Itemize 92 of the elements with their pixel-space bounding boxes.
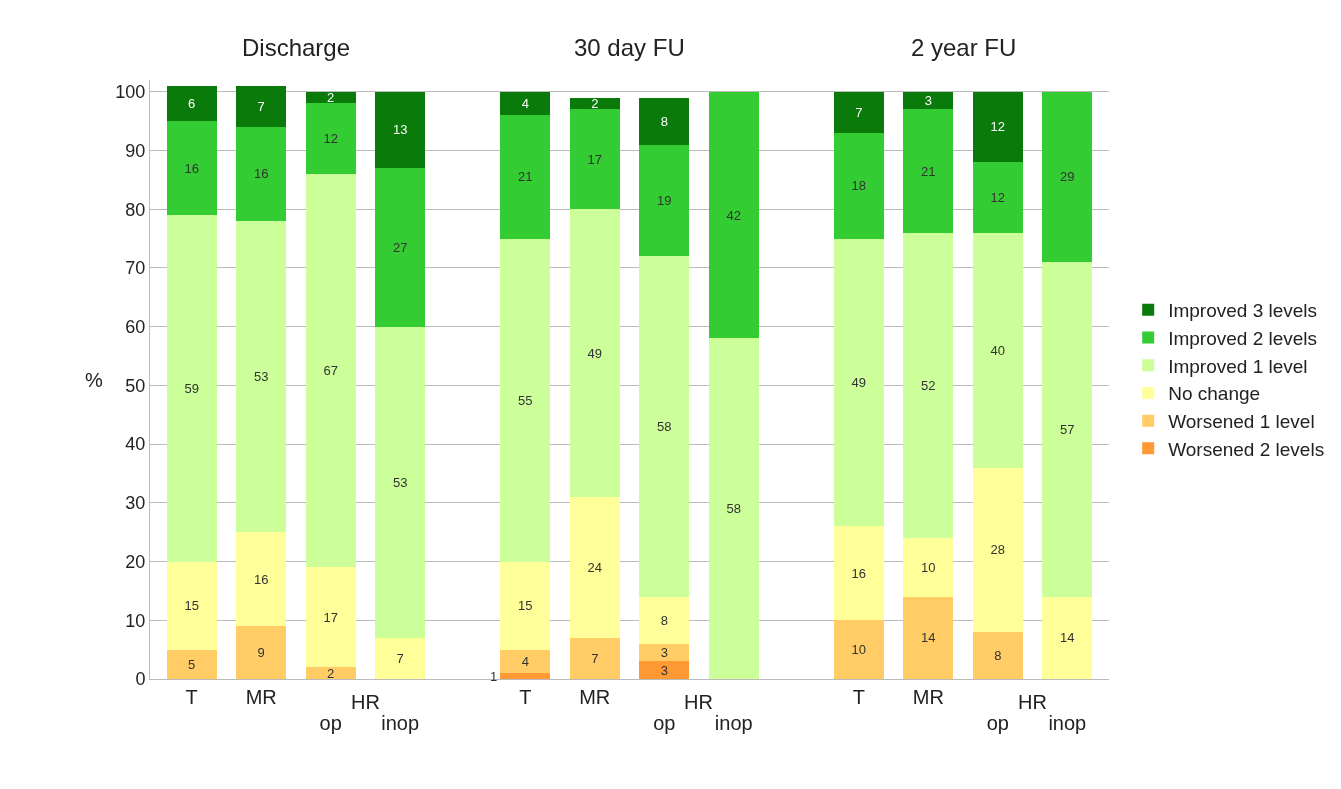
x-tick-label: inop [381, 712, 420, 734]
y-tick-label: 30 [125, 493, 146, 514]
text: HR [351, 691, 380, 713]
data-label: 12 [323, 131, 338, 147]
data-label: 3 [924, 93, 932, 109]
text: 2 year FU [911, 34, 1017, 61]
data-label: 7 [591, 650, 599, 666]
data-label: 24 [587, 559, 602, 575]
legend-label: Worsened 1 level [1168, 411, 1315, 433]
x-tick-label: T [852, 686, 865, 708]
data-label: 12 [990, 189, 1006, 205]
data-label: 59 [184, 380, 199, 396]
data-label: 18 [851, 178, 867, 194]
x-tick-label: inop [1048, 712, 1087, 734]
data-label: 49 [587, 345, 602, 361]
legend-label: No change [1168, 383, 1261, 405]
data-label: 8 [660, 612, 668, 628]
y-axis-title: % [85, 369, 103, 391]
data-label: 10 [851, 642, 867, 658]
data-label: 49 [851, 374, 867, 390]
data-label: 28 [990, 542, 1006, 558]
x-tick-label: op [986, 712, 1009, 734]
data-label: 4 [521, 653, 529, 669]
data-label: 7 [396, 650, 404, 666]
y-tick-label: 50 [125, 375, 146, 396]
data-label: 52 [921, 377, 936, 393]
data-label: 2 [591, 95, 599, 111]
legend-label: Improved 2 levels [1168, 327, 1318, 349]
data-label: 55 [518, 392, 533, 408]
data-label: 1 [490, 669, 498, 684]
data-label: 7 [855, 104, 863, 120]
legend-label: Improved 3 levels [1168, 300, 1318, 322]
data-label: 21 [518, 169, 533, 185]
data-label: 57 [1060, 421, 1075, 437]
data-label: 53 [253, 369, 269, 385]
text: HR [1018, 691, 1047, 713]
y-tick-label: 100 [115, 82, 146, 103]
data-label: 8 [660, 113, 668, 129]
data-label: 29 [1060, 169, 1075, 185]
data-label: 3 [660, 662, 668, 678]
data-label: 17 [323, 609, 338, 625]
data-label: 6 [188, 95, 196, 111]
data-label: 3 [660, 645, 668, 661]
data-label: 8 [994, 648, 1002, 664]
data-label: 27 [392, 239, 408, 255]
y-tick-label: 20 [125, 551, 146, 572]
data-label: 17 [587, 151, 602, 167]
data-label: 14 [921, 630, 936, 646]
data-label: 5 [188, 656, 196, 672]
x-tick-label: inop [714, 712, 753, 734]
data-label: 53 [392, 474, 408, 490]
text: Discharge [242, 34, 351, 61]
data-label: 58 [657, 418, 672, 434]
y-tick-label: 10 [125, 610, 146, 631]
data-label: 16 [253, 166, 269, 182]
x-tick-label: op [319, 712, 342, 734]
y-tick-label: 40 [125, 434, 146, 455]
x-tick-label: MR [912, 686, 944, 708]
data-label: 16 [851, 565, 867, 581]
data-label: 42 [726, 207, 741, 223]
data-label: 7 [257, 98, 265, 114]
data-label: 40 [990, 342, 1006, 358]
y-tick-label: 0 [135, 669, 146, 690]
data-label: 2 [327, 90, 335, 106]
data-label: 9 [257, 645, 265, 661]
data-label: 67 [323, 363, 338, 379]
legend-label: Worsened 2 levels [1168, 438, 1325, 460]
text: 30 day FU [574, 34, 685, 61]
legend-label: Improved 1 level [1168, 355, 1308, 377]
text: HR [684, 691, 713, 713]
x-tick-label: MR [579, 686, 611, 708]
data-label: 16 [184, 160, 199, 176]
y-tick-label: 90 [125, 140, 146, 161]
y-tick-label: 70 [125, 258, 146, 279]
y-tick-label: 60 [125, 316, 146, 337]
x-tick-label: T [185, 686, 198, 708]
data-label: 21 [921, 163, 936, 179]
data-label: 15 [184, 598, 199, 614]
data-label: 58 [726, 501, 741, 517]
x-tick-label: MR [245, 686, 277, 708]
data-label: 15 [518, 598, 533, 614]
data-label: 14 [1060, 630, 1075, 646]
data-label: 16 [253, 571, 269, 587]
data-label: 12 [990, 119, 1006, 135]
data-label: 13 [392, 122, 408, 138]
data-label: 2 [327, 665, 335, 681]
data-label: 10 [921, 559, 936, 575]
y-tick-label: 80 [125, 199, 146, 220]
x-tick-label: T [519, 686, 532, 708]
data-label: 4 [521, 96, 529, 111]
data-label: 19 [657, 192, 672, 208]
x-tick-label: op [653, 712, 676, 734]
